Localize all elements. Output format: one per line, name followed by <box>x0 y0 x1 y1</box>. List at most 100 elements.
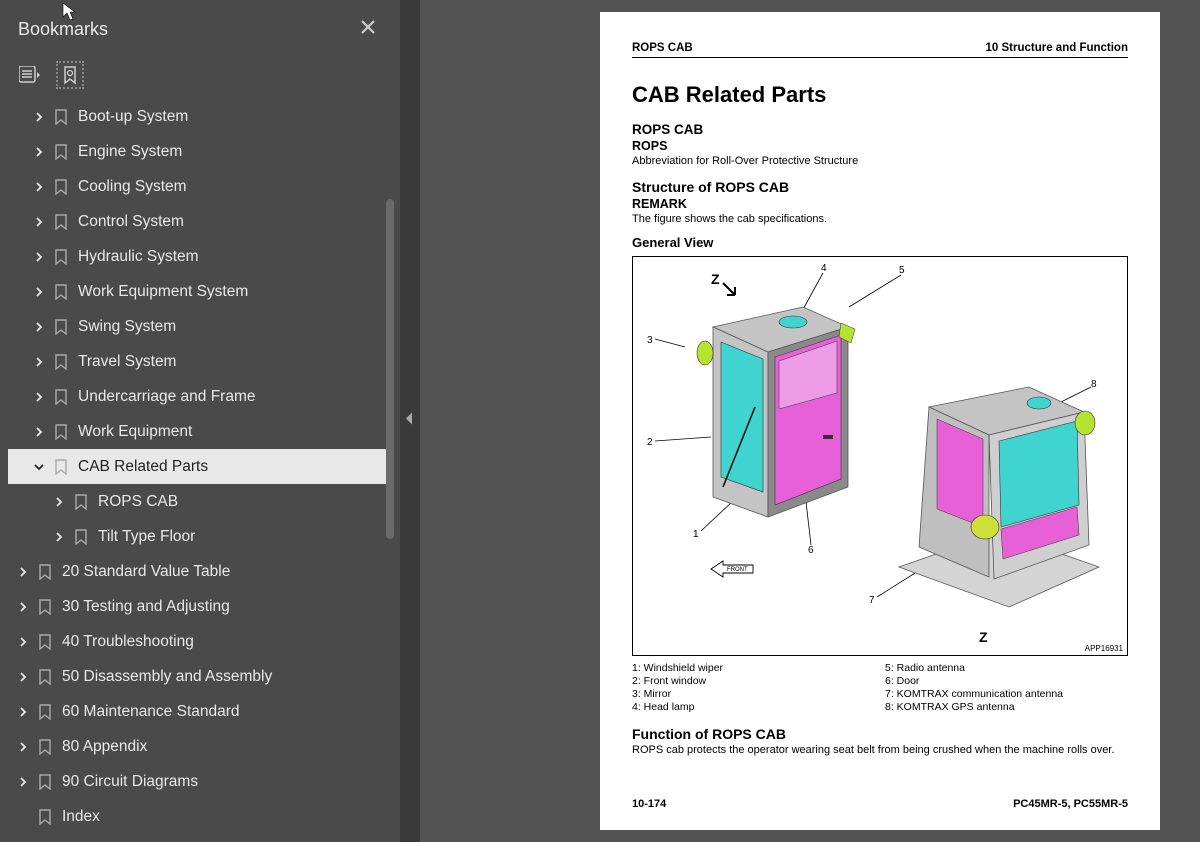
tree-item[interactable]: Swing System <box>8 309 392 344</box>
cab-drawing-right <box>889 377 1109 627</box>
front-label: FRONT <box>727 567 748 573</box>
figure-code: APP16931 <box>1085 644 1123 653</box>
tree-item[interactable]: Tilt Type Floor <box>8 519 392 554</box>
legend-item: 6: Door <box>885 675 1128 687</box>
pdf-page: ROPS CAB 10 Structure and Function CAB R… <box>600 12 1160 830</box>
chevron-icon[interactable] <box>28 250 50 264</box>
find-bookmark-icon[interactable] <box>56 61 84 89</box>
legend-right-col: 5: Radio antenna6: Door7: KOMTRAX commun… <box>885 662 1128 714</box>
bookmark-icon <box>50 284 72 300</box>
remark-text: The figure shows the cab specifications. <box>632 213 1128 225</box>
legend-item: 4: Head lamp <box>632 701 875 713</box>
tree-item[interactable]: Hydraulic System <box>8 239 392 274</box>
tree-item-label: 80 Appendix <box>62 738 147 756</box>
bookmark-icon <box>34 564 56 580</box>
chevron-icon[interactable] <box>12 775 34 789</box>
figure-legend: 1: Windshield wiper2: Front window3: Mir… <box>632 662 1128 714</box>
scrollbar-thumb[interactable] <box>386 199 394 539</box>
function-heading: Function of ROPS CAB <box>632 726 1128 742</box>
bookmarks-toolbar <box>0 55 400 99</box>
tree-item[interactable]: Index <box>8 799 392 834</box>
page-header: ROPS CAB 10 Structure and Function <box>632 42 1128 58</box>
tree-item[interactable]: ROPS CAB <box>8 484 392 519</box>
tree-item[interactable]: Cooling System <box>8 169 392 204</box>
tree-item-label: Hydraulic System <box>78 248 199 266</box>
tree-item-label: Index <box>62 808 100 826</box>
tree-item[interactable]: 60 Maintenance Standard <box>8 694 392 729</box>
tree-item-label: 50 Disassembly and Assembly <box>62 668 272 686</box>
tree-item[interactable]: 20 Standard Value Table <box>8 554 392 589</box>
chevron-icon[interactable] <box>28 425 50 439</box>
legend-item: 5: Radio antenna <box>885 662 1128 674</box>
tree-item[interactable]: 90 Circuit Diagrams <box>8 764 392 799</box>
tree-item[interactable]: Work Equipment <box>8 414 392 449</box>
tree-item[interactable]: CAB Related Parts <box>8 449 392 484</box>
collapse-handle-icon[interactable] <box>404 411 414 432</box>
chevron-icon[interactable] <box>12 600 34 614</box>
bookmark-icon <box>50 144 72 160</box>
figure: APP16931 Z 4 5 3 2 1 6 <box>632 256 1128 656</box>
tree-item[interactable]: 30 Testing and Adjusting <box>8 589 392 624</box>
tree-item-label: 90 Circuit Diagrams <box>62 773 198 791</box>
cab-drawing-left <box>673 287 873 547</box>
chevron-icon[interactable] <box>12 705 34 719</box>
tree-item[interactable]: Work Equipment System <box>8 274 392 309</box>
bookmark-icon <box>50 424 72 440</box>
bookmark-icon <box>50 319 72 335</box>
tree-item-label: Work Equipment <box>78 423 192 441</box>
panel-divider[interactable] <box>400 0 420 842</box>
chevron-icon[interactable] <box>28 285 50 299</box>
tree-item[interactable]: Control System <box>8 204 392 239</box>
chevron-icon[interactable] <box>48 530 70 544</box>
options-icon[interactable] <box>16 61 44 89</box>
z-label-bottom: Z <box>979 629 988 645</box>
subsection-heading: ROPS <box>632 139 1128 153</box>
chevron-icon[interactable] <box>28 215 50 229</box>
header-right: 10 Structure and Function <box>986 42 1129 54</box>
chevron-icon[interactable] <box>28 145 50 159</box>
legend-left-col: 1: Windshield wiper2: Front window3: Mir… <box>632 662 875 714</box>
tree-item[interactable]: Boot-up System <box>8 99 392 134</box>
tree-item[interactable]: 50 Disassembly and Assembly <box>8 659 392 694</box>
chevron-icon[interactable] <box>28 110 50 124</box>
bookmark-icon <box>50 179 72 195</box>
tree-item-label: Tilt Type Floor <box>98 528 195 546</box>
tree-item-label: Undercarriage and Frame <box>78 388 255 406</box>
bookmarks-tree[interactable]: Boot-up System Engine System Cooling Syste… <box>0 99 400 842</box>
bookmark-icon <box>50 354 72 370</box>
chevron-icon[interactable] <box>12 635 34 649</box>
chevron-icon[interactable] <box>28 390 50 404</box>
bookmark-icon <box>50 389 72 405</box>
tree-item-label: 30 Testing and Adjusting <box>62 598 230 616</box>
chevron-icon[interactable] <box>12 565 34 579</box>
legend-item: 1: Windshield wiper <box>632 662 875 674</box>
close-icon[interactable] <box>352 14 384 45</box>
chevron-icon[interactable] <box>12 670 34 684</box>
tree-item[interactable]: Undercarriage and Frame <box>8 379 392 414</box>
chevron-icon[interactable] <box>28 355 50 369</box>
chevron-icon[interactable] <box>12 740 34 754</box>
tree-item[interactable]: 80 Appendix <box>8 729 392 764</box>
bookmark-icon <box>34 774 56 790</box>
bookmark-icon <box>34 739 56 755</box>
bookmark-icon <box>70 529 92 545</box>
bookmark-icon <box>34 704 56 720</box>
page-footer: 10-174 PC45MR-5, PC55MR-5 <box>632 788 1128 810</box>
tree-item-label: ROPS CAB <box>98 493 178 511</box>
tree-item-label: Engine System <box>78 143 182 161</box>
tree-item[interactable]: Engine System <box>8 134 392 169</box>
chevron-icon[interactable] <box>28 180 50 194</box>
chevron-icon[interactable] <box>48 495 70 509</box>
bookmark-icon <box>50 249 72 265</box>
document-area[interactable]: ROPS CAB 10 Structure and Function CAB R… <box>600 0 1200 842</box>
bookmark-icon <box>34 809 56 825</box>
bookmark-icon <box>50 109 72 125</box>
bookmark-icon <box>50 214 72 230</box>
tree-item[interactable]: Travel System <box>8 344 392 379</box>
chevron-icon[interactable] <box>28 460 50 474</box>
chevron-icon[interactable] <box>28 320 50 334</box>
remark-label: REMARK <box>632 197 1128 211</box>
page-gutter <box>420 0 600 842</box>
section-heading: ROPS CAB <box>632 122 1128 137</box>
tree-item[interactable]: 40 Troubleshooting <box>8 624 392 659</box>
